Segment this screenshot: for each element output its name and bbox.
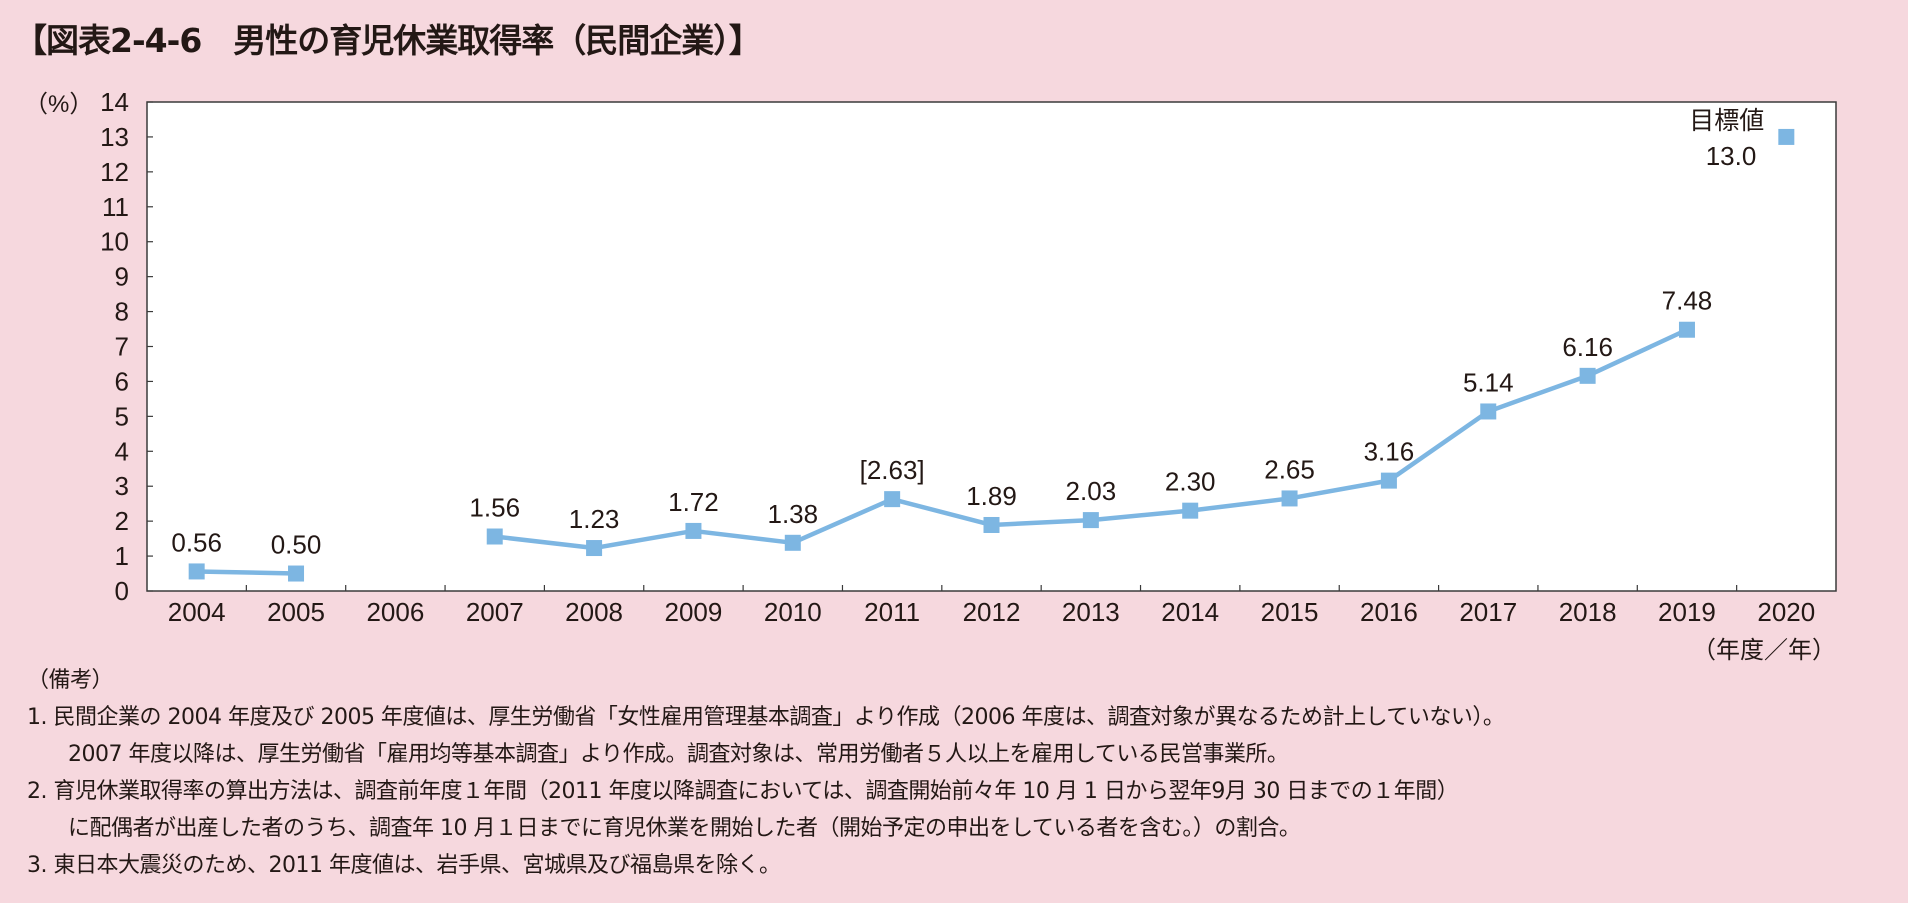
data-point [586, 540, 603, 557]
y-tick-label: 1 [115, 541, 129, 571]
note-line: 1. 民間企業の 2004 年度及び 2005 年度値は、厚生労働省「女性雇用管… [27, 705, 1505, 730]
chart-title: 【図表2-4-6 男性の育児休業取得率（民間企業）】 [14, 21, 762, 60]
y-tick-label: 12 [100, 157, 129, 187]
notes-heading: （備考） [27, 668, 114, 693]
y-axis-label: （%） [24, 91, 93, 118]
y-tick-label: 4 [115, 436, 129, 466]
x-tick-label: 2016 [1360, 597, 1418, 627]
x-tick-label: 2004 [168, 597, 226, 627]
data-label: 2.65 [1264, 454, 1315, 484]
data-point [1281, 490, 1298, 507]
data-label: 2.30 [1165, 467, 1216, 497]
target-value-label: 13.0 [1706, 141, 1757, 171]
notes: （備考） 1. 民間企業の 2004 年度及び 2005 年度値は、厚生労働省「… [27, 662, 1505, 884]
x-tick-label: 2007 [466, 597, 524, 627]
data-point [1678, 321, 1695, 338]
x-tick-label: 2017 [1459, 597, 1517, 627]
y-tick-label: 2 [115, 506, 129, 536]
x-tick-label: 2015 [1261, 597, 1319, 627]
y-tick-label: 10 [100, 227, 129, 257]
y-tick-label: 13 [100, 122, 129, 152]
data-label: 1.38 [767, 499, 818, 529]
note-line: に配偶者が出産した者のうち、調査年 10 月１日までに育児休業を開始した者（開始… [68, 816, 1301, 841]
x-tick-label: 2009 [665, 597, 723, 627]
data-label: 1.89 [966, 481, 1017, 511]
plot-area [146, 101, 1837, 592]
y-tick-label: 14 [100, 87, 129, 117]
y-tick-label: 6 [115, 366, 129, 396]
x-tick-label: 2012 [963, 597, 1021, 627]
note-line: 2. 育児休業取得率の算出方法は、調査前年度１年間（2011 年度以降調査におい… [27, 779, 1459, 804]
x-tick-label: 2011 [864, 597, 920, 627]
y-tick-label: 3 [115, 471, 129, 501]
data-label: 1.56 [469, 493, 520, 523]
data-label: 3.16 [1364, 437, 1415, 467]
data-label: 1.72 [668, 487, 719, 517]
data-point [1480, 403, 1497, 420]
target-point [1778, 128, 1795, 145]
data-point [486, 528, 503, 545]
data-label: 1.23 [569, 504, 620, 534]
data-label: 2.03 [1066, 476, 1117, 506]
data-label: 0.56 [171, 527, 222, 557]
y-tick-label: 9 [115, 262, 129, 292]
x-tick-label: 2018 [1559, 597, 1617, 627]
y-tick-label: 8 [115, 297, 129, 327]
x-tick-label: 2014 [1161, 597, 1219, 627]
target-label: 目標値 [1689, 107, 1764, 135]
x-tick-label: 2019 [1658, 597, 1716, 627]
x-tick-label: 2020 [1757, 597, 1815, 627]
data-point [1579, 367, 1596, 384]
data-point [884, 491, 901, 508]
series-line [196, 569, 297, 576]
data-label: 7.48 [1662, 286, 1713, 316]
data-point [188, 563, 205, 580]
data-label: 6.16 [1562, 332, 1613, 362]
y-tick-label: 5 [115, 401, 129, 431]
data-label: 5.14 [1463, 367, 1514, 397]
data-point [288, 565, 305, 582]
y-tick-label: 7 [115, 332, 129, 362]
x-tick-label: 2010 [764, 597, 822, 627]
data-point [1182, 502, 1199, 519]
x-tick-label: 2008 [565, 597, 623, 627]
data-point [1082, 512, 1099, 529]
data-point [983, 516, 1000, 533]
x-tick-label: 2006 [366, 597, 424, 627]
data-point [685, 522, 702, 539]
x-axis-label: （年度／年） [1692, 637, 1836, 664]
data-label: [2.63] [860, 455, 925, 485]
x-tick-label: 2005 [267, 597, 325, 627]
data-label: 0.50 [271, 530, 322, 560]
data-point [1380, 472, 1397, 489]
y-tick-label: 11 [102, 192, 129, 222]
note-line: 2007 年度以降は、厚生労働省「雇用均等基本調査」より作成。調査対象は、常用労… [68, 742, 1289, 767]
note-line: 3. 東日本大震災のため、2011 年度値は、岩手県、宮城県及び福島県を除く。 [27, 853, 781, 878]
y-tick-label: 0 [115, 576, 129, 606]
x-tick-label: 2013 [1062, 597, 1120, 627]
data-point [784, 534, 801, 551]
